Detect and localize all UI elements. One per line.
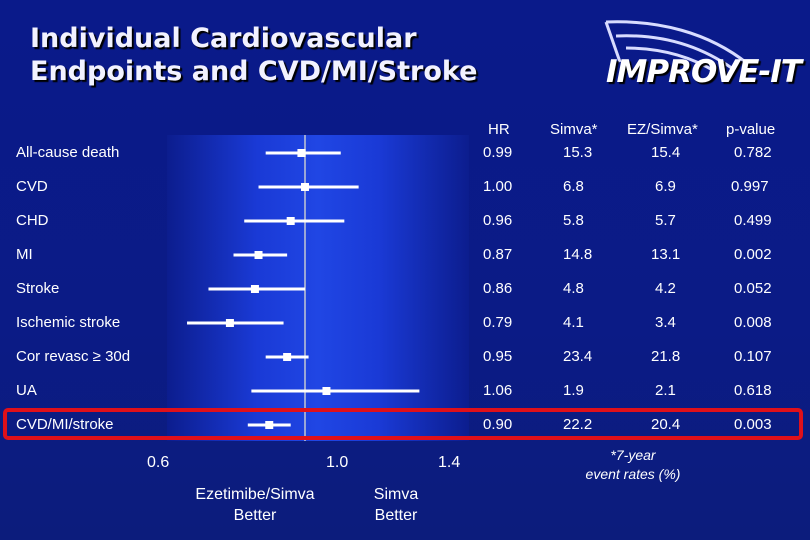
ezsimva-rate: 15.4 [651,144,681,161]
ezsimva-rate: 20.4 [651,416,681,433]
col-header-pvalue: p-value [726,121,776,138]
ezsimva-rate: 21.8 [651,348,681,365]
p-value: 0.782 [734,144,772,161]
ezsimva-rate: 3.4 [655,314,676,331]
simva-rate: 5.8 [563,212,584,229]
simva-rate: 1.9 [563,382,584,399]
p-value: 0.107 [734,348,772,365]
row-label: Cor revasc ≥ 30d [16,348,131,365]
favor-right-line-2: Better [374,507,418,524]
hr-value: 0.99 [483,144,513,161]
footnote-line-2: event rates (%) [585,466,681,482]
favor-ezetimibe-label: Ezetimibe/Simva Better [180,484,330,526]
x-tick-label: 0.6 [147,454,170,471]
p-value: 0.002 [734,246,772,263]
p-value: 0.499 [734,212,772,229]
ezsimva-rate: 4.2 [655,280,676,297]
x-tick-label: 1.0 [326,454,349,471]
ezsimva-rate: 5.7 [655,212,676,229]
favor-right-line-1: Simva [373,486,419,503]
hr-point [301,183,309,191]
p-value: 0.997 [731,178,769,195]
row-label: Stroke [16,280,60,297]
p-value: 0.052 [734,280,772,297]
favor-simva-label: Simva Better [360,484,432,526]
simva-rate: 4.1 [563,314,584,331]
hr-value: 0.86 [483,280,513,297]
hr-point [250,285,259,293]
p-value: 0.618 [734,382,772,399]
row-label: Ischemic stroke [16,314,121,331]
slide-title: Individual Cardiovascular Endpoints and … [30,22,477,88]
simva-rate: 15.3 [563,144,593,161]
title-line-1: Individual Cardiovascular [30,23,417,54]
row-label: CVD [16,178,48,195]
simva-rate: 22.2 [563,416,593,433]
hr-point [283,353,292,361]
hr-point [322,387,331,395]
ezsimva-rate: 13.1 [651,246,681,263]
p-value: 0.003 [734,416,772,433]
hr-value: 0.95 [483,348,513,365]
col-header-simva: Simva* [550,121,598,138]
highlight-box-cvd-mi-stroke [3,408,803,440]
row-label: MI [16,246,33,263]
x-tick-label: 1.4 [438,454,461,471]
hr-value: 0.79 [483,314,513,331]
title-line-2: Endpoints and CVD/MI/Stroke [30,56,478,87]
hr-point [297,149,306,157]
col-header-ezsimva: EZ/Simva* [627,121,698,138]
simva-rate: 6.8 [563,178,584,195]
hr-value: 0.90 [483,416,513,433]
row-label: All-cause death [16,144,120,161]
hr-value: 1.06 [483,382,513,399]
hr-point [265,421,274,429]
col-header-hr: HR [488,121,510,138]
simva-rate: 4.8 [563,280,584,297]
ezsimva-rate: 2.1 [655,382,676,399]
row-label: UA [16,382,37,399]
improve-it-logo-icon [604,20,749,74]
event-rate-footnote: *7-year event rates (%) [573,446,693,484]
favor-left-line-1: Ezetimibe/Simva [195,486,315,503]
hr-value: 1.00 [483,178,513,195]
hr-value: 0.96 [483,212,513,229]
hr-point [225,319,234,327]
logo-text: IMPROVE-IT [606,54,802,90]
row-label: CHD [16,212,49,229]
hr-point [254,251,263,259]
favor-left-line-2: Better [233,507,277,524]
row-label: CVD/MI/stroke [16,416,114,433]
hr-value: 0.87 [483,246,513,263]
footnote-line-1: *7-year [610,447,656,463]
hr-point [286,217,295,225]
p-value: 0.008 [734,314,772,331]
simva-rate: 23.4 [563,348,593,365]
simva-rate: 14.8 [563,246,593,263]
ezsimva-rate: 6.9 [655,178,676,195]
